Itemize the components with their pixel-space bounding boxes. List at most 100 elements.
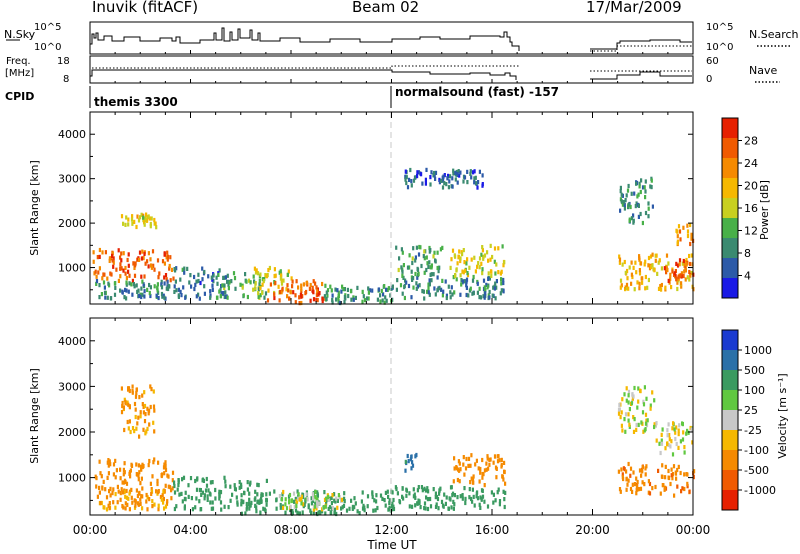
- velocity-cell: [234, 487, 237, 492]
- power-cell: [141, 249, 144, 254]
- velocity-cell: [211, 506, 215, 511]
- power-cell: [486, 250, 489, 255]
- power-region: [323, 283, 394, 306]
- velocity-cell: [128, 388, 131, 394]
- power-region: [95, 279, 171, 301]
- power-region: [449, 243, 506, 278]
- power-cell: [619, 189, 622, 194]
- velocity-cell: [426, 486, 429, 491]
- power-cell: [446, 176, 449, 181]
- power-cell: [414, 271, 417, 277]
- velocity-cell: [475, 458, 478, 463]
- power-cell: [669, 272, 672, 277]
- power-cell: [224, 290, 227, 295]
- power-cell: [142, 215, 145, 220]
- x-axis: 00:00 04:00 08:00 12:00 16:00 20:00 00:00: [73, 50, 710, 537]
- velocity-cell: [245, 505, 249, 510]
- velocity-cell: [467, 456, 471, 461]
- velocity-cell: [296, 489, 299, 494]
- velocity-cell: [122, 490, 125, 495]
- power-cell: [179, 289, 182, 294]
- velocity-cell: [99, 500, 102, 506]
- power-cell: [472, 274, 475, 280]
- power-cell: [667, 261, 670, 266]
- power-cell: [125, 288, 128, 293]
- cpid-label: CPID: [5, 90, 34, 103]
- velocity-cell: [191, 507, 194, 512]
- power-cell: [140, 274, 143, 279]
- velocity-cell: [668, 433, 671, 438]
- velocity-cell: [423, 506, 426, 511]
- velocity-cell: [304, 497, 307, 502]
- power-cell: [678, 262, 681, 267]
- velocity-cell: [472, 494, 475, 499]
- velocity-cell: [456, 477, 459, 483]
- power-cell: [148, 290, 151, 296]
- power-cell: [261, 282, 264, 287]
- power-cell: [412, 285, 415, 290]
- power-cell: [478, 169, 481, 174]
- power-cell: [451, 184, 454, 189]
- power-cell: [418, 244, 421, 250]
- velocity-cell: [325, 496, 328, 501]
- velocity-cell: [671, 452, 675, 457]
- velocity-cell: [249, 480, 252, 485]
- power-cell: [425, 267, 428, 273]
- power-cell: [500, 277, 503, 282]
- power-cell: [156, 282, 159, 287]
- velocity-cell: [425, 495, 428, 500]
- velocity-cell: [265, 492, 268, 497]
- power-cell: [460, 278, 463, 283]
- velocity-colorbar-tick-label: 100: [744, 384, 765, 397]
- power-cell: [145, 212, 148, 217]
- velocity-colorbar-cell: [722, 410, 738, 431]
- power-cell: [468, 265, 471, 270]
- power-cell: [441, 185, 445, 190]
- power-cell: [308, 286, 311, 291]
- velocity-cell: [111, 491, 114, 496]
- power-cell: [179, 277, 182, 282]
- power-cell: [209, 295, 212, 300]
- x-tick-label: 12:00: [374, 523, 409, 537]
- velocity-cell: [375, 499, 378, 504]
- velocity-cell: [114, 492, 117, 497]
- power-cell: [143, 251, 146, 256]
- velocity-cell: [201, 490, 204, 495]
- velocity-cell: [494, 454, 497, 459]
- velocity-cell: [214, 496, 217, 501]
- velocity-cell: [120, 487, 123, 492]
- velocity-cell: [116, 484, 119, 489]
- power-cell: [432, 173, 435, 178]
- nsky-trace: [90, 27, 520, 51]
- velocity-cell: [666, 428, 669, 433]
- power-cell: [414, 175, 417, 180]
- power-cell: [481, 248, 484, 253]
- power-cell: [619, 285, 622, 290]
- power-cell: [278, 298, 281, 303]
- velocity-cell: [136, 493, 139, 499]
- power-cell: [141, 279, 144, 284]
- velocity-cell: [663, 487, 666, 492]
- velocity-cell: [137, 477, 140, 482]
- power-cell: [131, 292, 134, 297]
- power-cell: [136, 289, 139, 294]
- velocity-cell: [298, 511, 301, 516]
- velocity-cell: [390, 503, 393, 508]
- velocity-cell: [672, 464, 676, 469]
- velocity-cell: [136, 501, 140, 506]
- velocity-cell: [358, 511, 361, 516]
- velocity-cell: [360, 499, 363, 504]
- velocity-colorbar-cell: [722, 450, 738, 471]
- power-cell: [221, 283, 224, 288]
- power-cell: [245, 279, 248, 284]
- velocity-cell: [453, 502, 456, 507]
- velocity-cell: [445, 495, 448, 500]
- power-cell: [230, 279, 233, 284]
- velocity-cell: [502, 477, 505, 482]
- power-cell: [660, 282, 663, 288]
- velocity-cell: [307, 505, 310, 510]
- velocity-cell: [340, 497, 344, 502]
- velocity-cell: [639, 486, 643, 491]
- power-cell: [130, 282, 133, 287]
- power-cell: [195, 294, 198, 299]
